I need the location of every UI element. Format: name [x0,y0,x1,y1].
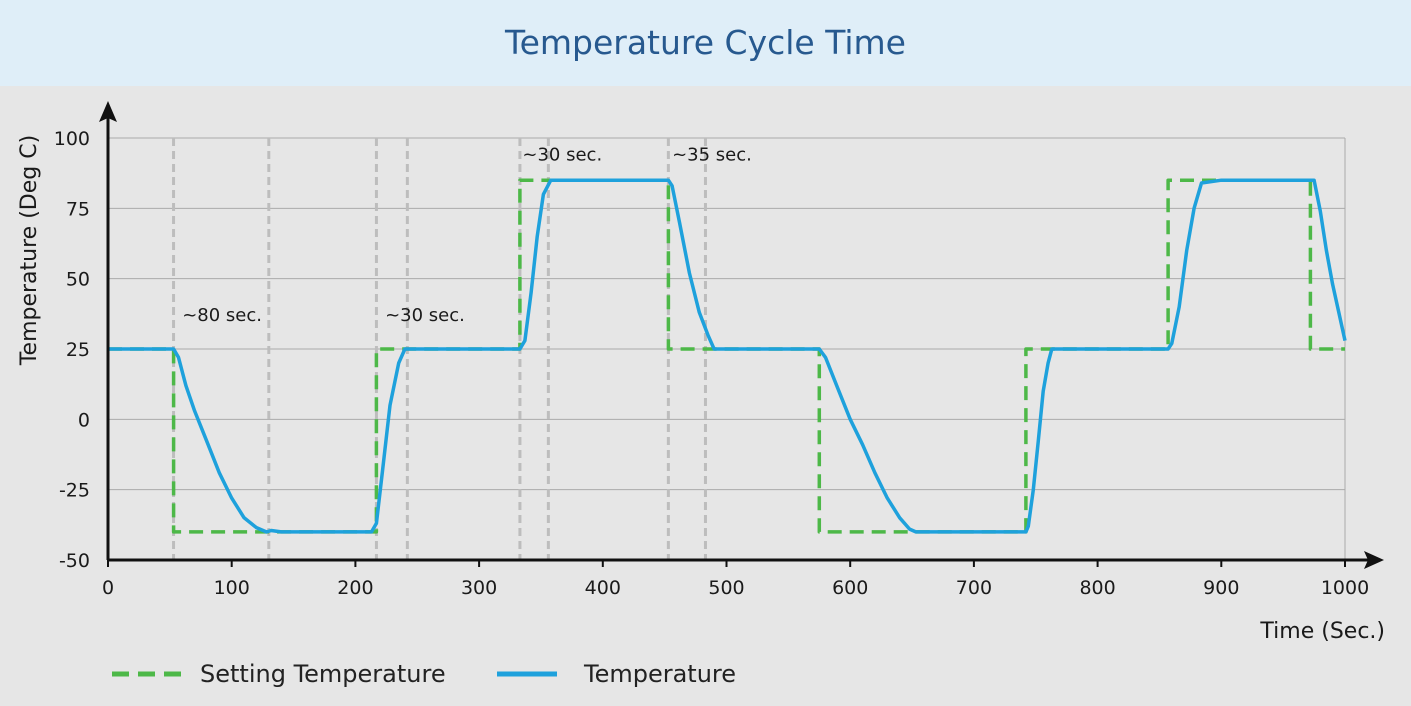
y-tick-label: -50 [59,550,90,572]
x-tick-label: 1000 [1321,577,1369,599]
x-tick-label: 300 [461,577,497,599]
y-axis-arrow-icon [99,101,117,122]
legend-setting-label: Setting Temperature [200,660,446,688]
series-setting-temperature [108,178,1345,534]
tick-labels: 0 100 200 300 400 500 600 700 800 900 1000 -50 -25 0 2… [54,128,1369,599]
x-tick-label: 700 [956,577,992,599]
x-tick-label: 400 [585,577,621,599]
legend-temperature-label: Temperature [583,660,736,688]
axes [99,101,1384,569]
duration-annotation: ~30 sec. [385,305,465,326]
y-tick-label: 50 [66,269,90,291]
chart-title: Temperature Cycle Time [505,23,906,62]
x-tick-label: 800 [1079,577,1115,599]
chart-area: 0 100 200 300 400 500 600 700 800 900 1000 -50 -25 0 2… [17,101,1385,688]
y-tick-label: 0 [78,409,90,431]
x-axis-title: Time (Sec.) [1259,619,1385,644]
legend: Setting Temperature Temperature [112,660,736,688]
x-tick-label: 500 [708,577,744,599]
y-tick-label: 25 [66,339,90,361]
y-tick-label: 100 [54,128,90,150]
duration-annotation: ~35 sec. [672,145,752,166]
x-tick-label: 900 [1203,577,1239,599]
x-tick-label: 100 [214,577,250,599]
annotations: ~80 sec. ~30 sec. ~30 sec. ~35 sec. [182,145,752,326]
series-temperature [108,178,1347,534]
y-tick-label: -25 [59,480,90,502]
y-tick-label: 75 [66,198,90,220]
x-tick-label: 0 [102,577,114,599]
duration-annotation: ~80 sec. [182,305,262,326]
x-tick-label: 200 [337,577,373,599]
x-axis-arrow-icon [1364,551,1384,569]
series-lines [108,178,1347,534]
duration-annotation: ~30 sec. [522,145,602,166]
y-axis-title: Temperature (Deg C) [17,135,42,366]
title-banner [0,0,1411,86]
x-tick-label: 600 [832,577,868,599]
